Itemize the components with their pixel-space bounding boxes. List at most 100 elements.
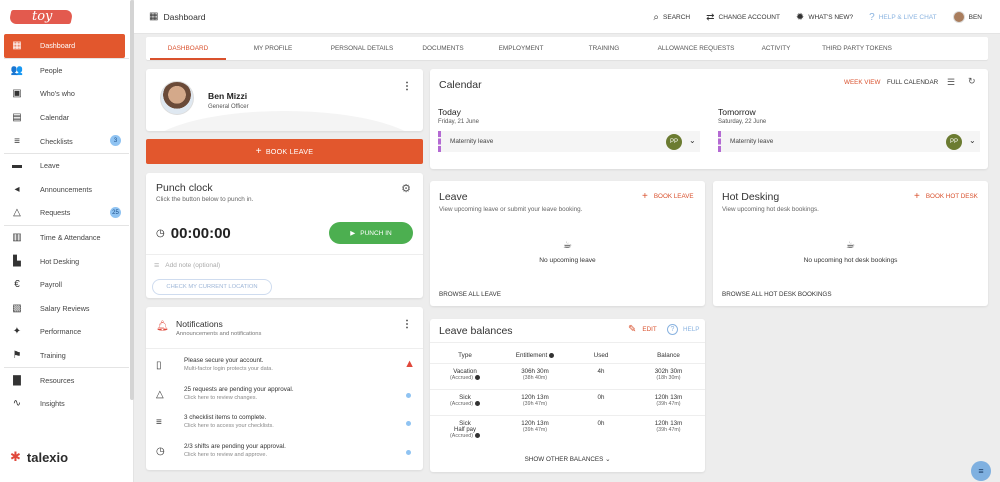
tab-my-profile[interactable]: MY PROFILE: [253, 45, 293, 52]
check-location-button[interactable]: CHECK MY CURRENT LOCATION: [152, 279, 272, 295]
review-icon: ▧: [12, 302, 22, 314]
notification-subtitle: Multi-factor login protects your data.: [184, 366, 273, 372]
change-account-label: CHANGE ACCOUNT: [718, 13, 780, 21]
filter-icon[interactable]: ☰: [947, 77, 956, 87]
sidebar-nav: ▦ Dashboard 👥 People ▣ Who's who ▤ Calendar ≡ Che…: [0, 34, 133, 416]
company-logo[interactable]: toy: [0, 0, 133, 34]
sidebar-item-announcements[interactable]: ◂ Announcements: [0, 178, 133, 202]
hot-desking-card: Hot Desking View upcoming hot desk booki…: [713, 181, 988, 306]
tab-personal-details[interactable]: PERSONAL DETAILS: [330, 45, 394, 52]
time-icon: ▥: [12, 232, 22, 244]
calendar-event[interactable]: Maternity leave PP ⌄: [718, 131, 980, 152]
tab-dashboard[interactable]: DASHBOARD: [146, 37, 230, 60]
browse-all-leave-link[interactable]: BROWSE ALL LEAVE: [439, 291, 501, 298]
notification-item[interactable]: ◷ 2/3 shifts are pending your approval. Cl…: [146, 440, 423, 468]
sidebar-item-hot-desking[interactable]: ▙ Hot Desking: [0, 249, 133, 273]
balance-type: Vacation (Accrued): [430, 368, 500, 381]
sidebar-item-time-attendance[interactable]: ▥ Time & Attendance: [0, 226, 133, 250]
info-icon[interactable]: [549, 352, 555, 358]
help-label: HELP & LIVE CHAT: [878, 13, 937, 21]
checklist-icon: ≡: [14, 135, 20, 147]
chat-fab-button[interactable]: ≡: [971, 461, 991, 481]
help-button[interactable]: ? HELP & LIVE CHAT: [869, 12, 936, 23]
balance-accrued: (18h 30m): [656, 375, 681, 381]
tab-documents[interactable]: DOCUMENTS: [422, 45, 464, 52]
sidebar-item-resources[interactable]: ▇ Resources: [0, 368, 133, 392]
warning-icon: △: [156, 388, 164, 400]
info-icon[interactable]: [474, 401, 480, 407]
refresh-icon[interactable]: ↻: [968, 76, 976, 86]
stopwatch-icon: ◷: [156, 228, 165, 239]
sidebar-item-training[interactable]: ⚑ Training: [0, 344, 133, 368]
balance-amount: 120h 13m: [654, 420, 683, 427]
balance-value: 120h 13m (39h 47m): [632, 394, 705, 407]
calendar-event[interactable]: Maternity leave PP ⌄: [438, 131, 700, 152]
tab-activity[interactable]: ACTIVITY: [761, 45, 791, 52]
notification-title: Please secure your account.: [184, 357, 264, 364]
sidebar-scrollbar[interactable]: [130, 0, 134, 400]
chevron-down-icon[interactable]: ⌄: [689, 136, 696, 145]
avatar[interactable]: [160, 81, 194, 115]
week-view-button[interactable]: WEEK VIEW: [844, 79, 881, 86]
info-icon[interactable]: [474, 375, 480, 381]
people-icon: 👥: [10, 64, 24, 76]
edit-button[interactable]: ✎ EDIT: [628, 324, 657, 335]
sidebar-item-label: Requests: [40, 208, 71, 218]
notifications-card: 🔔︎ Notifications Announcements and notif…: [146, 307, 423, 470]
sidebar-item-insights[interactable]: ∿ Insights: [0, 392, 133, 416]
unread-dot: [406, 421, 411, 426]
punch-clock-title: Punch clock: [156, 182, 213, 194]
change-account-button[interactable]: ⇄ CHANGE ACCOUNT: [706, 12, 780, 23]
more-options-icon[interactable]: ⋮: [402, 319, 412, 330]
training-icon: ⚑: [12, 350, 22, 362]
divider: [4, 224, 129, 226]
whats-new-button[interactable]: ✹ WHAT'S NEW?: [796, 12, 853, 23]
balance-amount: 302h 30m: [654, 368, 683, 375]
notification-item[interactable]: △ 25 requests are pending your approval. C…: [146, 383, 423, 411]
sidebar-item-calendar[interactable]: ▤ Calendar: [0, 106, 133, 130]
col-header-entitlement: Entitlement: [500, 352, 570, 359]
table-row: Sick Half pay (Accrued) 120h 13m (39h 47m) 0h…: [430, 415, 705, 445]
avatar: PP: [666, 134, 682, 150]
info-icon[interactable]: [474, 433, 480, 439]
book-hot-desk-link[interactable]: + BOOK HOT DESK: [914, 191, 978, 202]
notification-item[interactable]: ≡ 3 checklist items to complete. Click her…: [146, 411, 423, 439]
tab-training[interactable]: TRAINING: [588, 45, 620, 52]
notification-item[interactable]: ▯ Please secure your account. Multi-factor…: [146, 354, 423, 382]
sidebar-item-who-s-who[interactable]: ▣ Who's who: [0, 82, 133, 106]
search-button[interactable]: ⌕ SEARCH: [653, 12, 690, 23]
megaphone-icon: ◂: [14, 183, 20, 195]
help-button[interactable]: ? HELP: [667, 324, 699, 335]
warning-icon: △: [13, 207, 21, 219]
pencil-icon: ✎: [628, 324, 637, 335]
tab-third-party-tokens[interactable]: THIRD PARTY TOKENS: [822, 45, 892, 52]
punch-in-button[interactable]: ▶ PUNCH IN: [329, 222, 413, 244]
sidebar-item-performance[interactable]: ✦ Performance: [0, 320, 133, 344]
sidebar-item-requests[interactable]: △ Requests 25: [0, 201, 133, 225]
help-icon: ?: [667, 324, 678, 335]
chevron-down-icon[interactable]: ⌄: [969, 136, 976, 145]
note-input[interactable]: ≡ Add note (optional): [154, 260, 220, 270]
book-leave-button[interactable]: + BOOK LEAVE: [146, 139, 423, 164]
sidebar-item-payroll[interactable]: € Payroll: [0, 273, 133, 297]
sidebar-item-dashboard[interactable]: ▦ Dashboard: [4, 34, 125, 58]
sidebar-item-leave[interactable]: ▬ Leave: [0, 154, 133, 178]
show-other-balances-button[interactable]: SHOW OTHER BALANCES ⌄: [430, 456, 705, 463]
badge-icon: ▣: [12, 88, 22, 100]
calendar-icon: ▤: [12, 112, 22, 124]
book-leave-link[interactable]: + BOOK LEAVE: [642, 191, 694, 202]
user-menu[interactable]: BEN: [952, 11, 982, 23]
sidebar-item-salary-reviews[interactable]: ▧ Salary Reviews: [0, 297, 133, 321]
sidebar-item-people[interactable]: 👥 People: [0, 59, 133, 83]
sidebar: toy ▦ Dashboard 👥 People ▣ Who's who ▤ Calendar…: [0, 0, 134, 482]
balance-type: Sick (Accrued): [430, 394, 500, 407]
browse-all-hot-desk-link[interactable]: BROWSE ALL HOT DESK BOOKINGS: [722, 291, 832, 298]
gear-icon[interactable]: ⚙: [401, 183, 411, 195]
balance-accrued: (39h 47m): [656, 401, 681, 407]
tab-employment[interactable]: EMPLOYMENT: [498, 45, 544, 52]
tab-allowance-requests[interactable]: ALLOWANCE REQUESTS: [657, 45, 735, 52]
more-options-icon[interactable]: ⋮: [402, 81, 412, 92]
runner-icon: ✦: [12, 326, 22, 338]
sidebar-item-checklists[interactable]: ≡ Checklists 3: [0, 129, 133, 153]
full-calendar-button[interactable]: FULL CALENDAR: [887, 79, 939, 86]
